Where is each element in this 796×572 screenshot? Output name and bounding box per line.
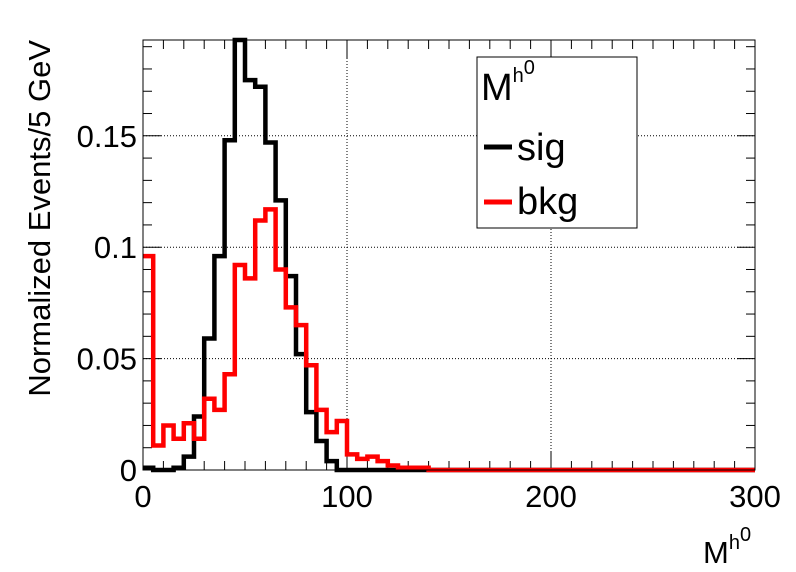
x-axis-title-base: M [703, 535, 729, 570]
x-axis-title: Mh0 [703, 524, 751, 570]
legend-label-bkg: bkg [517, 181, 578, 223]
y-tick-label-3: 0.15 [77, 119, 137, 154]
plot-frame [142, 39, 756, 471]
y-tick-label-1: 0.05 [77, 342, 137, 377]
legend-title-sup: h [513, 65, 524, 87]
x-tick-label-2: 200 [525, 479, 577, 514]
legend-title-base: M [481, 67, 513, 109]
axis-ticks [142, 40, 756, 471]
plot-frame-outline [142, 39, 756, 471]
tick-labels: 0 100 200 300 0 0.05 0.1 0.15 [77, 119, 781, 514]
x-tick-label-0: 0 [134, 479, 151, 514]
legend-title-sup2: 0 [524, 57, 535, 79]
grid [143, 40, 755, 470]
x-tick-label-3: 300 [729, 479, 781, 514]
y-tick-label-2: 0.1 [94, 230, 137, 265]
x-axis-title-sup: h [729, 532, 740, 554]
y-tick-label-0: 0 [120, 453, 137, 488]
x-axis-title-sup2: 0 [740, 524, 751, 546]
legend-label-sig: sig [517, 127, 566, 169]
x-tick-label-1: 100 [321, 479, 373, 514]
legend: Mh0 sig bkg [476, 56, 638, 229]
legend-title: Mh0 [481, 57, 535, 109]
y-axis-title: Normalized Events/5 GeV [22, 40, 57, 397]
